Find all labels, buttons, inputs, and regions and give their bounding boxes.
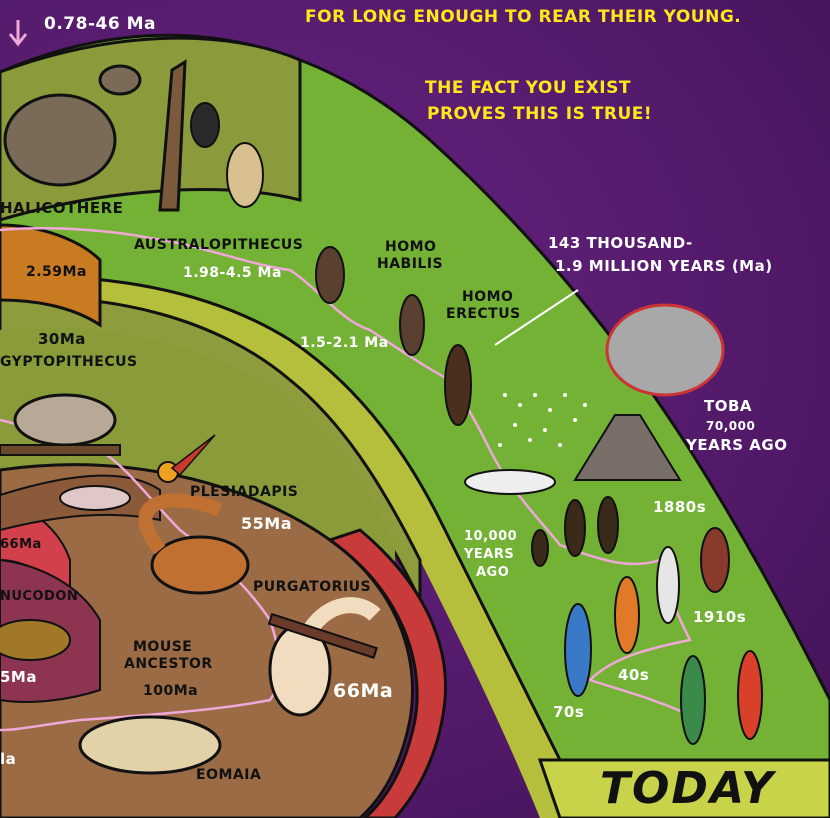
age-55-label: 55Ma — [241, 514, 292, 533]
purgatorius-branch — [267, 612, 378, 659]
toba-line-1: TOBA — [704, 397, 753, 415]
sapiens-range-line-2: 1.9 MILLION YEARS (Ma) — [555, 257, 773, 275]
1910s-person-figure — [656, 546, 680, 624]
chalicothere-figure — [3, 93, 117, 187]
1940s-person-figure — [614, 576, 640, 654]
1880s-person-figure — [700, 527, 730, 593]
1970s-person-figure — [564, 603, 592, 697]
today-block — [537, 758, 830, 818]
caption-line-3: PROVES THIS IS TRUE! — [427, 104, 653, 124]
chalicothere-label: HALICOTHERE — [0, 199, 124, 217]
australopithecus-label: AUSTRALOPITHECUS — [134, 237, 304, 253]
zalambdalestes-figure — [0, 619, 71, 661]
tree-trunk — [158, 59, 187, 212]
australopithecus-figure — [315, 246, 345, 304]
ten-thousand-line-1: 10,000 — [464, 529, 518, 544]
age-2-59-label: 2.59Ma — [26, 264, 87, 280]
homo-erectus-figure — [444, 344, 472, 426]
caption-line-1: FOR LONG ENOUGH TO REAR THEIR YOUNG. — [305, 7, 742, 27]
caption-line-2: THE FACT YOU EXIST — [425, 78, 631, 98]
homo-habilis-label-1: HOMO — [385, 239, 437, 255]
branch-figure — [0, 444, 121, 456]
age-100-label: 100Ma — [143, 683, 199, 699]
purgatorius-label: PURGATORIUS — [253, 579, 372, 595]
pointer-line — [494, 289, 579, 346]
neolithic-child-figure — [531, 529, 549, 567]
neolithic-adult-2-figure — [597, 496, 619, 554]
top-left-range: 0.78-46 Ma — [44, 14, 156, 34]
toba-line-3: YEARS AGO — [686, 436, 788, 454]
homo-erectus-label-2: ERECTUS — [446, 306, 521, 322]
age-66-left-label: 66Ma — [0, 537, 42, 552]
homo-habilis-range: 1.5-2.1 Ma — [300, 335, 389, 351]
ash-particles — [498, 393, 587, 447]
today-label: TODAY — [600, 763, 775, 814]
sapiens-range-line-1: 143 THOUSAND- — [548, 234, 693, 252]
aegyptopithecus-label: GYPTOPITHECUS — [0, 354, 138, 370]
homo-erectus-label-1: HOMO — [462, 289, 514, 305]
sabertooth-cat-figure — [226, 142, 264, 208]
age-66-label: 66Ma — [333, 680, 394, 702]
oxyaenid-label: NUCODON — [0, 589, 79, 604]
aegyptopithecus-figure — [13, 393, 117, 447]
mouse-ancestor-line-2: ANCESTOR — [124, 656, 213, 672]
mouse-ancestor-line-1: MOUSE — [133, 639, 193, 655]
plesiadapis-tail — [138, 493, 223, 555]
decade-70-label: 70s — [553, 703, 585, 721]
ten-thousand-line-2: YEARS — [464, 547, 515, 562]
campfire-figure — [464, 469, 556, 495]
lineage-path — [0, 227, 701, 722]
eomaia-figure — [78, 715, 222, 775]
decade-1880-label: 1880s — [653, 498, 707, 516]
down-arrow-icon — [8, 20, 28, 47]
ten-thousand-line-3: AGO — [476, 565, 510, 580]
australopithecus-range: 1.98-4.5 Ma — [183, 265, 282, 281]
eomaia-label: EOMAIA — [196, 767, 262, 783]
purgatorius-tail — [303, 597, 381, 635]
climbing-ape-figure — [190, 102, 220, 148]
volcano-figure — [573, 414, 682, 481]
toba-line-2: 70,000 — [706, 419, 756, 433]
today-person-1-figure — [680, 655, 706, 745]
neolithic-adult-figure — [564, 499, 586, 557]
skull-figure — [59, 485, 131, 511]
plesiadapis-label: PLESIADAPIS — [190, 484, 299, 500]
today-person-2-figure — [737, 650, 763, 740]
meteor-trail — [170, 434, 216, 477]
age-a-label: la — [0, 750, 17, 768]
decade-1910-label: 1910s — [693, 608, 747, 626]
age-30-label: 30Ma — [38, 330, 86, 348]
ash-cloud-figure — [605, 303, 725, 397]
age-5-left-label: 5Ma — [0, 668, 37, 686]
homo-habilis-label-2: HABILIS — [377, 256, 444, 272]
orange-band — [0, 223, 102, 328]
decade-40-label: 40s — [618, 666, 650, 684]
homo-habilis-figure — [399, 294, 425, 356]
chalicothere-head — [98, 64, 142, 96]
plesiadapis-figure — [150, 535, 250, 595]
